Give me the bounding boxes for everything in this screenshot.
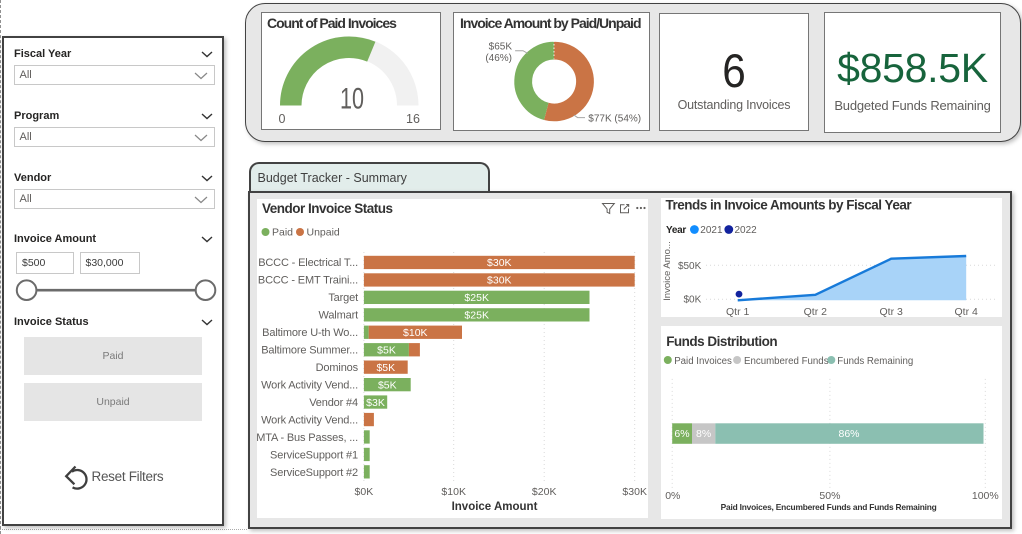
svg-text:10: 10 xyxy=(340,81,364,115)
svg-text:ServiceSupport #1: ServiceSupport #1 xyxy=(270,449,358,461)
svg-text:$50K: $50K xyxy=(678,260,702,271)
svg-text:Vendor #4: Vendor #4 xyxy=(309,397,358,409)
svg-text:Trends in Invoice Amounts by F: Trends in Invoice Amounts by Fiscal Year xyxy=(666,197,913,212)
svg-text:(46%): (46%) xyxy=(485,53,512,64)
svg-text:Qtr 3: Qtr 3 xyxy=(880,306,903,318)
svg-text:0%: 0% xyxy=(665,490,680,502)
svg-text:MTA - Bus Passes, ...: MTA - Bus Passes, ... xyxy=(256,432,358,444)
svg-text:Baltimore Summer...: Baltimore Summer... xyxy=(261,344,358,356)
svg-text:6%: 6% xyxy=(674,428,689,440)
svg-text:$10K: $10K xyxy=(403,327,428,339)
svg-text:Funds Remaining: Funds Remaining xyxy=(837,356,913,367)
svg-text:Paid Invoices, Encumbered Fund: Paid Invoices, Encumbered Funds and Fund… xyxy=(721,502,937,512)
svg-text:Baltimore U-th Wo...: Baltimore U-th Wo... xyxy=(262,327,358,339)
svg-text:$65K: $65K xyxy=(489,42,513,53)
svg-text:$3K: $3K xyxy=(366,397,385,409)
svg-text:Paid Invoices: Paid Invoices xyxy=(674,356,732,367)
svg-text:$25K: $25K xyxy=(464,292,489,304)
svg-text:$10K: $10K xyxy=(441,486,466,498)
svg-text:Paid: Paid xyxy=(272,226,293,238)
svg-text:$30K: $30K xyxy=(487,274,512,286)
svg-text:$20K: $20K xyxy=(531,486,556,498)
svg-text:$25K: $25K xyxy=(464,309,489,321)
svg-text:$0K: $0K xyxy=(684,294,702,305)
svg-text:Funds Distribution: Funds Distribution xyxy=(666,334,777,349)
svg-text:Invoice Amount: Invoice Amount xyxy=(451,501,537,513)
svg-text:0: 0 xyxy=(279,112,286,126)
svg-text:$30K: $30K xyxy=(487,257,512,269)
svg-text:BCCC - Electrical T...: BCCC - Electrical T... xyxy=(258,257,358,269)
svg-text:16: 16 xyxy=(406,112,420,126)
svg-text:Walmart: Walmart xyxy=(318,309,358,321)
svg-text:Qtr 4: Qtr 4 xyxy=(955,306,978,318)
svg-text:2022: 2022 xyxy=(735,225,758,236)
svg-text:BCCC - EMT Traini...: BCCC - EMT Traini... xyxy=(257,274,357,286)
svg-text:Unpaid: Unpaid xyxy=(306,226,339,238)
svg-text:$5K: $5K xyxy=(377,344,396,356)
svg-text:8%: 8% xyxy=(696,428,711,440)
svg-text:Invoice Amo...: Invoice Amo... xyxy=(662,241,673,301)
svg-text:$77K (54%): $77K (54%) xyxy=(588,113,641,124)
svg-text:ServiceSupport #2: ServiceSupport #2 xyxy=(270,467,358,479)
svg-text:Target: Target xyxy=(328,292,358,304)
svg-text:2021: 2021 xyxy=(700,225,723,236)
svg-text:100%: 100% xyxy=(972,490,999,502)
svg-text:Dominos: Dominos xyxy=(315,362,358,374)
svg-text:Qtr 1: Qtr 1 xyxy=(726,306,749,318)
svg-text:$5K: $5K xyxy=(377,379,396,391)
svg-text:86%: 86% xyxy=(838,428,859,440)
svg-text:Vendor Invoice Status: Vendor Invoice Status xyxy=(262,201,393,216)
svg-text:$5K: $5K xyxy=(376,362,395,374)
svg-text:Work Activity Vend...: Work Activity Vend... xyxy=(261,379,358,391)
svg-text:Work Activity Vend...: Work Activity Vend... xyxy=(261,414,358,426)
svg-text:Qtr 2: Qtr 2 xyxy=(804,306,827,318)
svg-text:$30K: $30K xyxy=(622,486,647,498)
svg-text:$0K: $0K xyxy=(354,486,373,498)
svg-text:Year: Year xyxy=(666,225,686,236)
svg-text:Encumbered Funds: Encumbered Funds xyxy=(744,356,829,367)
svg-text:50%: 50% xyxy=(819,490,840,502)
